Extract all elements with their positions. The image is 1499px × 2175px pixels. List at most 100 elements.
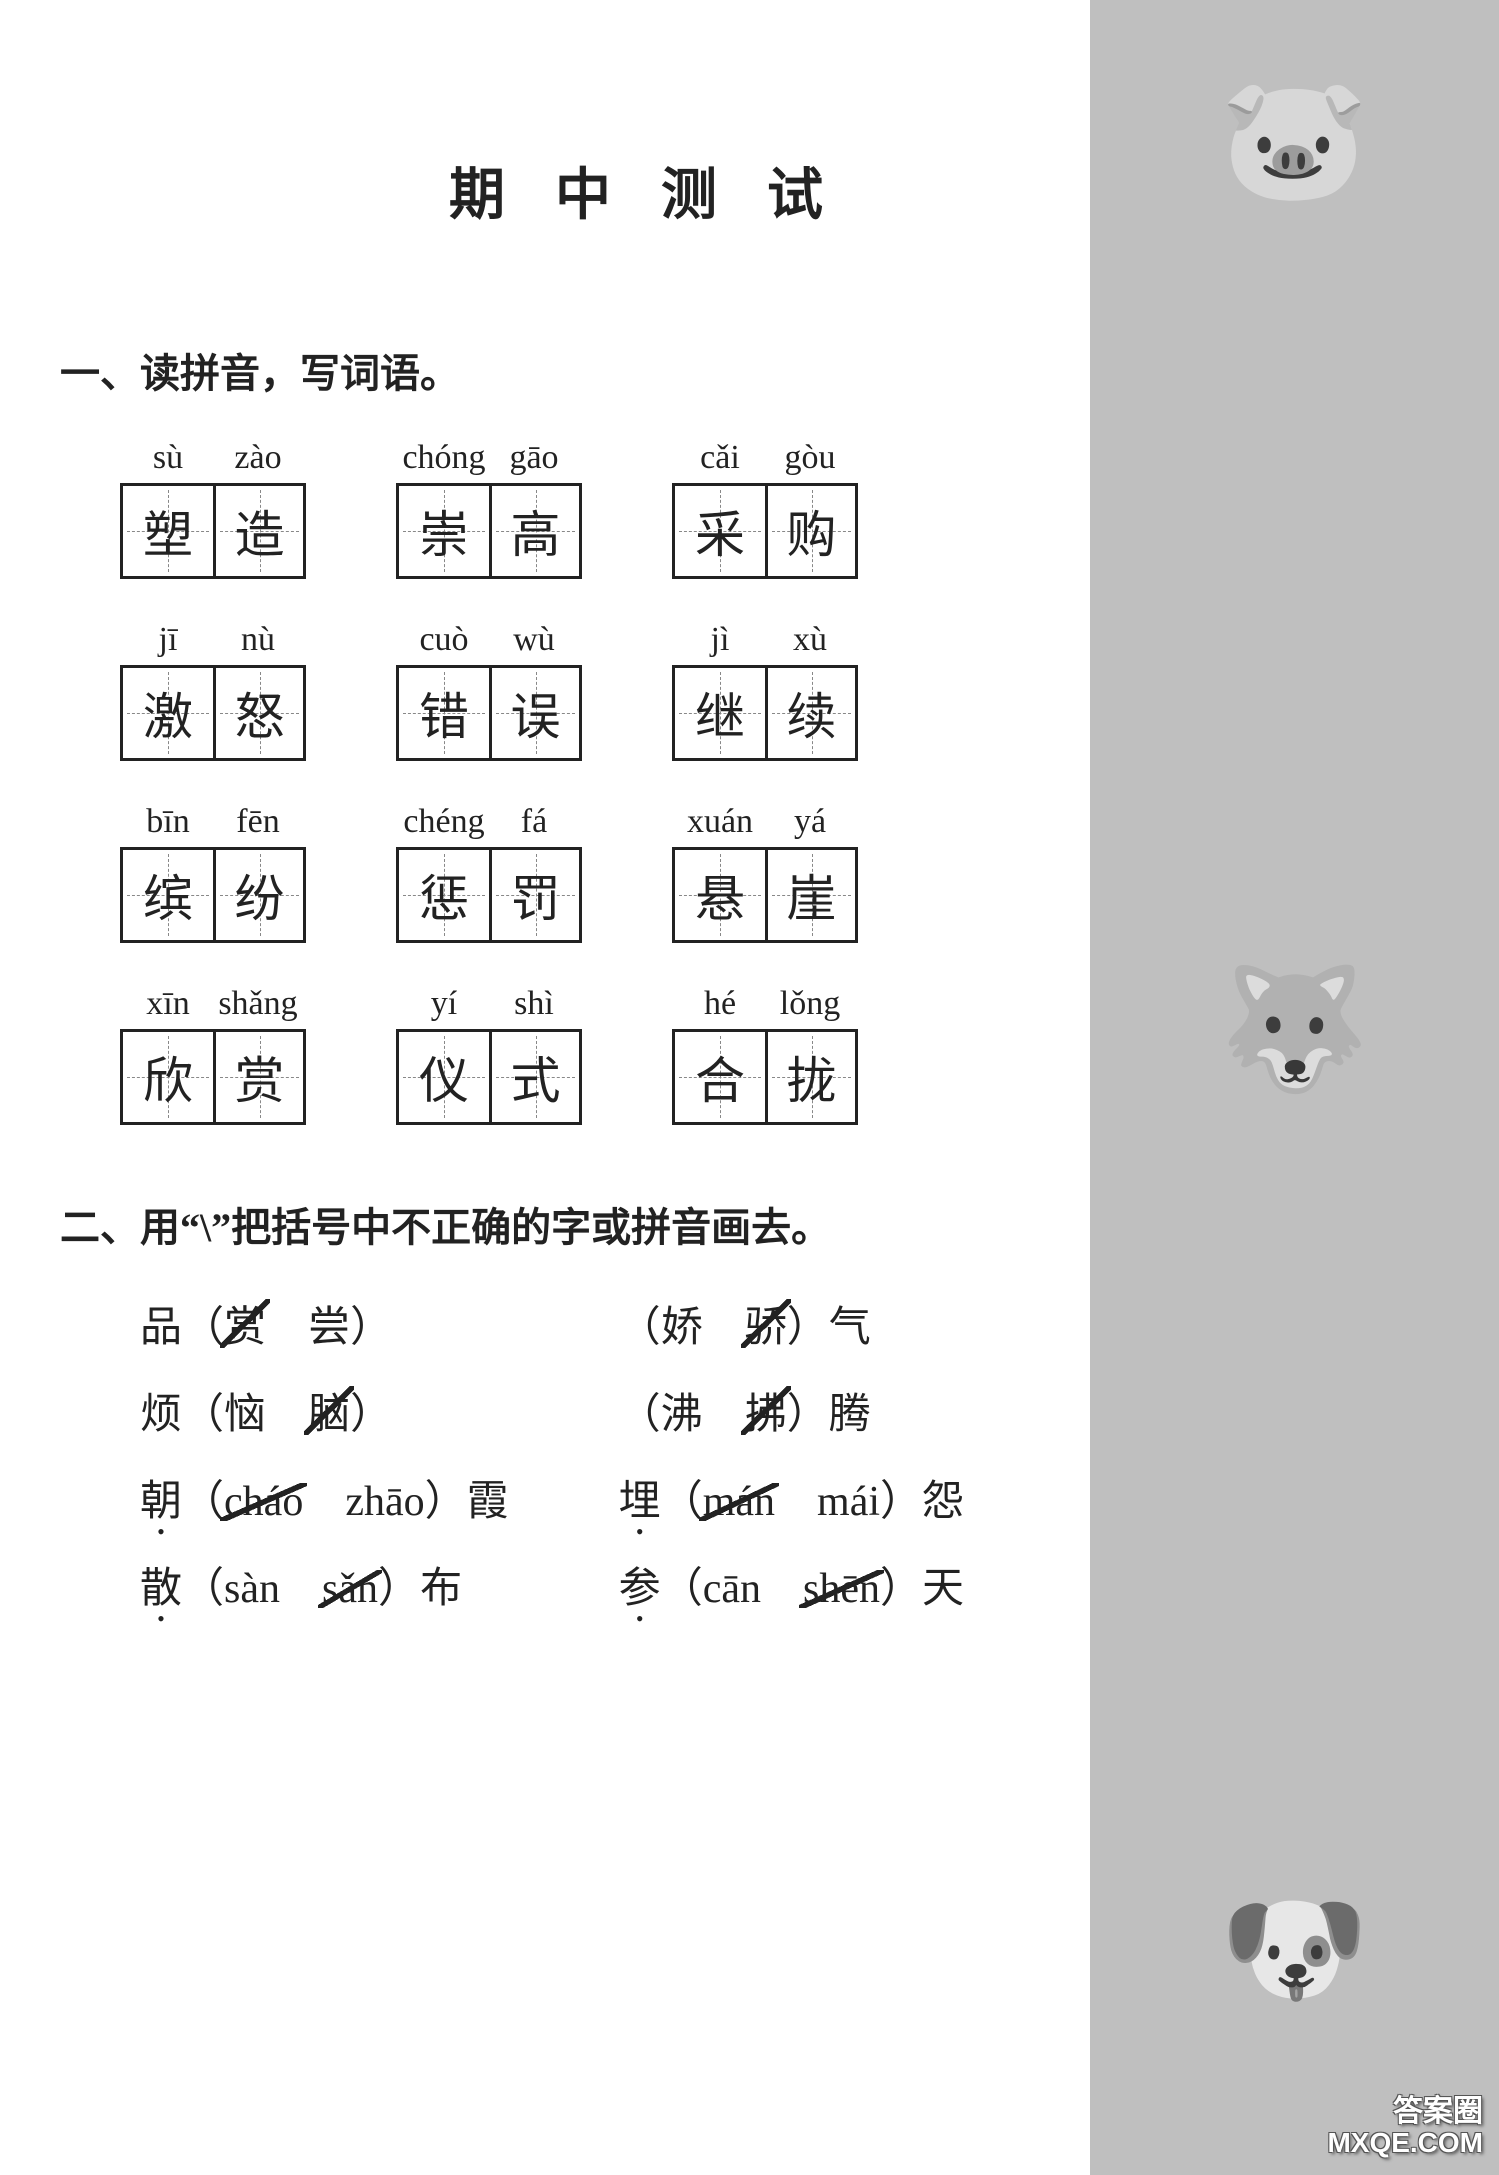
section2-list: 品（赏 尝）烦（恼 脑）朝（cháo zhāo）霞散（sàn sǎn）布 （娇 … (140, 1293, 1050, 1615)
word-box: xuányá 悬崖 (672, 803, 858, 943)
char-cell: 悬 (675, 850, 765, 940)
char: 罚 (511, 859, 561, 931)
pinyin-row: sùzào (123, 439, 303, 477)
item-prefix: 烦 (140, 1392, 182, 1438)
char-row: 悬崖 (672, 847, 858, 943)
item-prefix: 朝 (140, 1479, 182, 1525)
option-struck: 骄 (745, 1293, 787, 1354)
word-row: xīnshǎng 欣赏 yíshì 仪式 hélǒng 合拢 (120, 985, 1050, 1125)
char: 崇 (419, 495, 469, 567)
item-prefix: 散 (140, 1566, 182, 1612)
char: 购 (787, 495, 837, 567)
char: 仪 (419, 1041, 469, 1113)
pinyin-cell: shǎng (213, 985, 303, 1023)
pinyin-cell: zào (213, 439, 303, 477)
item-suffix: 怨 (922, 1479, 964, 1525)
char: 缤 (143, 859, 193, 931)
pinyin-row: hélǒng (675, 985, 855, 1023)
pinyin-row: chéngfá (399, 803, 579, 841)
char-row: 惩罚 (396, 847, 582, 943)
pinyin-row: bīnfēn (123, 803, 303, 841)
char-row: 错误 (396, 665, 582, 761)
option: 娇 (661, 1305, 703, 1351)
strike-item: 品（赏 尝） (140, 1293, 509, 1354)
char-cell: 仪 (399, 1032, 489, 1122)
word-box: sùzào塑造 (120, 439, 306, 579)
char-cell: 塑 (123, 486, 213, 576)
pinyin-cell: yá (765, 803, 855, 841)
word-box: chónggāo崇高 (396, 439, 582, 579)
char-cell: 崖 (765, 850, 855, 940)
item-suffix: 腾 (829, 1392, 871, 1438)
char-row: 仪式 (396, 1029, 582, 1125)
strike-item: （沸 拂）腾 (619, 1380, 964, 1441)
pinyin-cell: hé (675, 985, 765, 1023)
pinyin-cell: chéng (399, 803, 489, 841)
char-row: 欣赏 (120, 1029, 306, 1125)
pinyin-cell: xuán (675, 803, 765, 841)
pinyin-cell: jī (123, 621, 213, 659)
char: 悬 (695, 859, 745, 931)
char-cell: 崇 (399, 486, 489, 576)
char-row: 崇高 (396, 483, 582, 579)
option-struck: shēn (803, 1565, 880, 1613)
pinyin-cell: yí (399, 985, 489, 1023)
word-row: sùzào塑造chónggāo崇高cǎigòu采购 (120, 439, 1050, 579)
pinyin-cell: jì (675, 621, 765, 659)
pinyin-cell: sù (123, 439, 213, 477)
word-box: chéngfá 惩罚 (396, 803, 582, 943)
char-cell: 惩 (399, 850, 489, 940)
pinyin-cell: shì (489, 985, 579, 1023)
strike-item: （娇 骄）气 (619, 1293, 964, 1354)
option-struck: cháo (224, 1478, 303, 1526)
char-cell: 赏 (213, 1032, 303, 1122)
char-row: 塑造 (120, 483, 306, 579)
option-struck: 拂 (745, 1380, 787, 1441)
pinyin-cell: xīn (123, 985, 213, 1023)
pinyin-row: yíshì (399, 985, 579, 1023)
item-suffix: 霞 (467, 1479, 509, 1525)
char-cell: 罚 (489, 850, 579, 940)
char: 采 (695, 495, 745, 567)
char-cell: 缤 (123, 850, 213, 940)
char-cell: 续 (765, 668, 855, 758)
watermark-line1: 答案圈 (1327, 2095, 1483, 2128)
word-box: xīnshǎng 欣赏 (120, 985, 306, 1125)
char-row: 合拢 (672, 1029, 858, 1125)
pinyin-word-grid: sùzào塑造chónggāo崇高cǎigòu采购jīnù激怒cuòwù错误jì… (120, 439, 1050, 1125)
dog-character-icon: 🐶 (1220, 1880, 1369, 2020)
option: cān (703, 1566, 761, 1612)
pinyin-row: jīnù (123, 621, 303, 659)
strike-item: 散（sàn sǎn）布 (140, 1554, 509, 1615)
char: 惩 (419, 859, 469, 931)
char-cell: 错 (399, 668, 489, 758)
char: 继 (695, 677, 745, 749)
pinyin-cell: wù (489, 621, 579, 659)
item-suffix: 布 (420, 1566, 462, 1612)
option: 沸 (661, 1392, 703, 1438)
char-cell: 纷 (213, 850, 303, 940)
char-cell: 合 (675, 1032, 765, 1122)
char-cell: 采 (675, 486, 765, 576)
strike-item: 参（cān shēn）天 (619, 1554, 964, 1615)
char-cell: 造 (213, 486, 303, 576)
strike-item: 朝（cháo zhāo）霞 (140, 1467, 509, 1528)
char-cell: 激 (123, 668, 213, 758)
char: 欣 (143, 1041, 193, 1113)
char-cell: 高 (489, 486, 579, 576)
pinyin-cell: bīn (123, 803, 213, 841)
char: 式 (511, 1041, 561, 1113)
item-suffix: 天 (922, 1566, 964, 1612)
item-prefix: 参 (619, 1566, 661, 1612)
watermark: 答案圈 MXQE.COM (1327, 2095, 1483, 2159)
word-box: jìxù继续 (672, 621, 858, 761)
char-row: 继续 (672, 665, 858, 761)
word-box: hélǒng 合拢 (672, 985, 858, 1125)
char: 高 (511, 495, 561, 567)
char: 怒 (235, 677, 285, 749)
pinyin-cell: cǎi (675, 439, 765, 477)
word-box: cuòwù错误 (396, 621, 582, 761)
section2-col-left: 品（赏 尝）烦（恼 脑）朝（cháo zhāo）霞散（sàn sǎn）布 (140, 1293, 509, 1615)
section2-heading: 二、用“\”把括号中不正确的字或拼音画去。 (60, 1195, 1050, 1253)
item-prefix: 埋 (619, 1479, 661, 1525)
